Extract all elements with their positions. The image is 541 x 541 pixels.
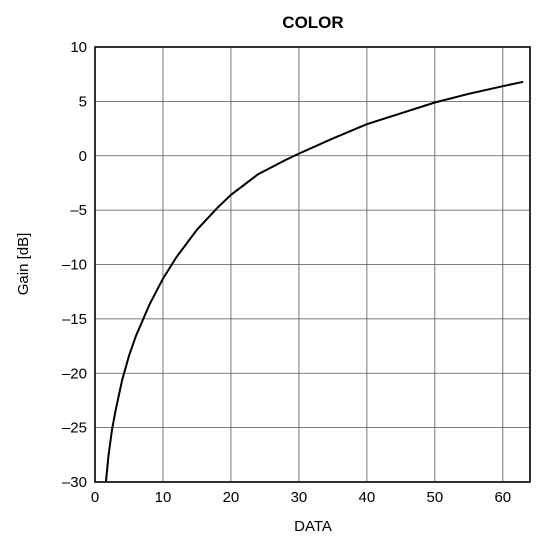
y-tick-label: –5 [70,202,87,219]
y-tick-label: –15 [62,311,87,328]
series-layer [104,80,524,483]
x-axis-label: DATA [294,518,332,535]
x-tick-label: 30 [291,489,308,506]
y-tick-label: –25 [62,420,87,437]
y-tick-label: 10 [70,39,87,56]
y-tick-labels: 10 5 0 –5 –10 –15 –20 –25 –30 [62,39,87,491]
y-tick-label: 0 [79,148,87,165]
y-tick-label: 5 [79,93,87,110]
y-axis-label: Gain [dB] [15,233,32,296]
gain-curve [104,80,524,483]
x-tick-label: 20 [223,489,240,506]
x-tick-labels: 0 10 20 30 40 50 60 [91,489,511,506]
y-tick-label: –30 [62,474,87,491]
x-tick-label: 0 [91,489,99,506]
x-tick-label: 50 [427,489,444,506]
y-tick-label: –20 [62,365,87,382]
grid [94,46,530,483]
x-tick-label: 10 [155,489,172,506]
plot-frame [94,46,531,483]
x-tick-label: 40 [359,489,376,506]
chart-title: COLOR [282,13,343,32]
y-tick-label: –10 [62,257,87,274]
x-tick-label: 60 [494,489,511,506]
